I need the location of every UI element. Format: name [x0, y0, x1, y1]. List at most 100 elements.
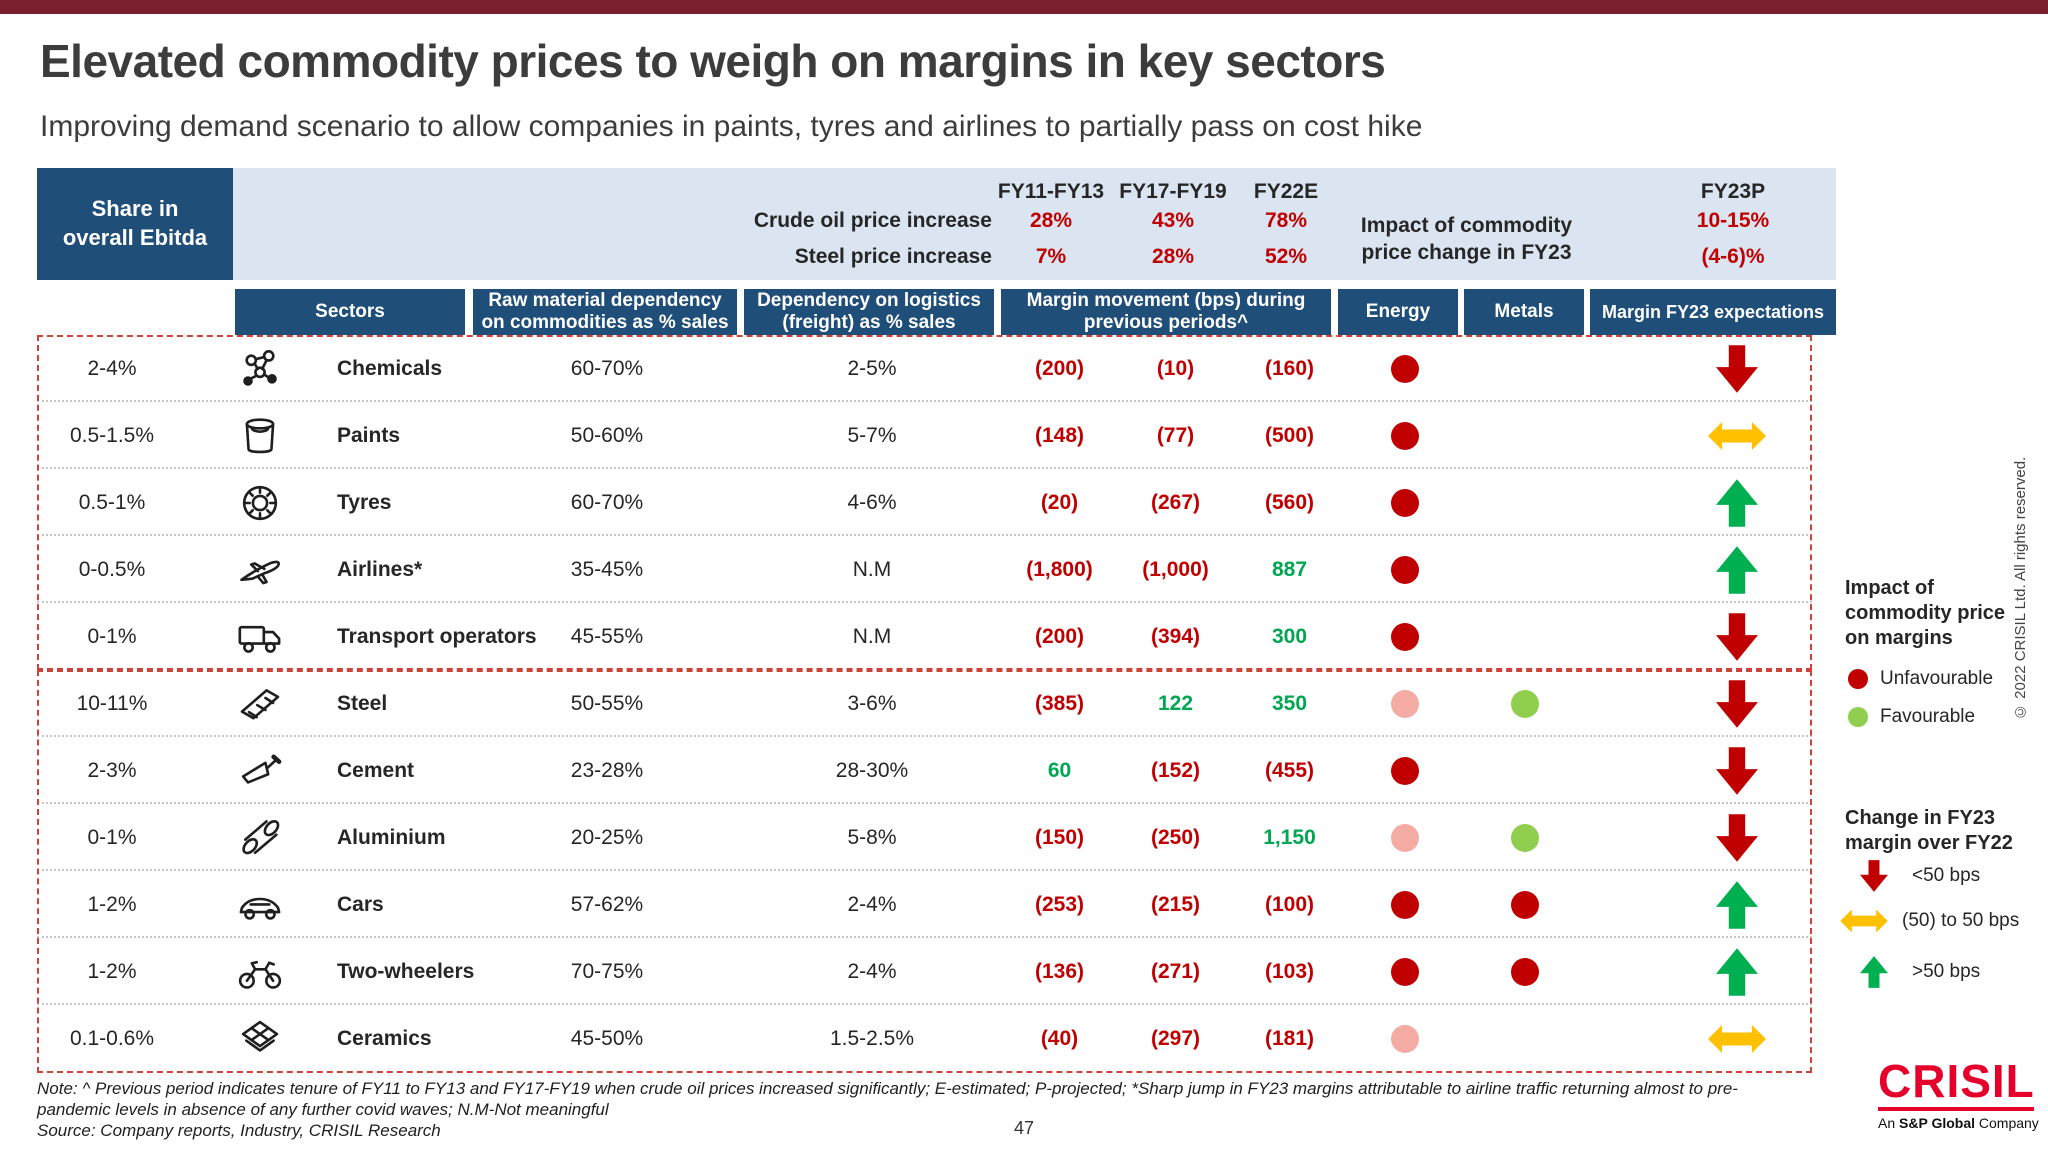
raw-material-dependency-value: 35-45% [570, 557, 644, 581]
margin-fy11-fy13-value: (200) [1034, 624, 1085, 648]
margin-fy17-fy19-value: (1,000) [1142, 557, 1209, 581]
energy-impact-cell [1357, 536, 1452, 603]
margin-fy17-fy19-value: (297) [1150, 1026, 1201, 1050]
column-header-energy: Energy [1338, 289, 1458, 335]
down-arrow-icon [1848, 860, 1900, 892]
crude-oil-fy23p-value: 10-15% [1696, 209, 1770, 232]
energy-impact-cell [1357, 402, 1452, 469]
outlook-down-arrow-icon [1667, 737, 1807, 804]
energy-impact-cell [1357, 871, 1452, 938]
margin-fy11-fy13-value: (150) [1034, 825, 1085, 849]
energy-impact-cell [1357, 335, 1452, 402]
favourable-dot-icon [1848, 707, 1868, 727]
share-ebitda-value: 1-2% [87, 892, 137, 916]
crude-oil-row-label: Crude oil price increase [753, 209, 992, 232]
outlook-down-arrow-icon [1667, 335, 1807, 402]
unfavourable-dot-icon [1390, 890, 1419, 919]
logistics-dependency-value: N.M [852, 624, 892, 648]
column-header-metals: Metals [1464, 289, 1584, 335]
margin-fy11-fy13-value: (1,800) [1026, 557, 1093, 581]
page-title: Elevated commodity prices to weigh on ma… [40, 35, 1386, 87]
unfavourable-dot-icon [1390, 957, 1419, 986]
crude-oil-fy22e-value: 78% [1264, 209, 1308, 232]
outlook-neutral-arrow-icon [1667, 402, 1807, 469]
margin-fy22e-value: (181) [1264, 1026, 1315, 1050]
favourable-dot-icon [1510, 689, 1539, 718]
share-ebitda-value: 0.1-0.6% [69, 1026, 155, 1050]
margin-fy17-fy19-value: (215) [1150, 892, 1201, 916]
margin-fy11-fy13-value: (20) [1040, 490, 1079, 514]
unfavourable-dot-icon [1390, 421, 1419, 450]
tagline-prefix: An [1878, 1115, 1900, 1131]
metals-impact-cell [1477, 737, 1572, 804]
energy-impact-cell [1357, 938, 1452, 1005]
crisil-logo-rule [1878, 1107, 2034, 1111]
column-header-margin-fy23: Margin FY23 expectations [1590, 289, 1836, 335]
crisil-logo-text: CRISIL [1878, 1055, 2035, 1107]
raw-material-dependency-value: 45-55% [570, 624, 644, 648]
outlook-down-arrow-icon [1667, 670, 1807, 737]
steel-icon [205, 670, 315, 737]
steel-price-fy17-value: 28% [1151, 245, 1195, 268]
top-accent-bar [0, 0, 2048, 14]
table-row: 0-1% Aluminium 20-25% 5-8% (150) (250) 1… [37, 804, 1812, 871]
share-ebitda-value: 0-1% [87, 624, 137, 648]
metals-impact-cell [1477, 402, 1572, 469]
logistics-dependency-value: 5-8% [847, 825, 897, 849]
raw-material-dependency-value: 20-25% [570, 825, 644, 849]
share-in-ebitda-header: Share in overall Ebitda [37, 168, 233, 280]
margin-fy17-fy19-value: (394) [1150, 624, 1201, 648]
logistics-dependency-value: 5-7% [847, 423, 897, 447]
legend-label-lt50bps: <50 bps [1912, 865, 1981, 886]
steel-price-fy22e-value: 52% [1264, 245, 1308, 268]
share-ebitda-value: 0-1% [87, 825, 137, 849]
up-arrow-icon [1848, 956, 1900, 988]
raw-material-dependency-value: 45-50% [570, 1026, 644, 1050]
unfavourable-dot-icon [1510, 890, 1539, 919]
energy-impact-cell [1357, 603, 1452, 670]
sector-name: Cars [337, 892, 384, 916]
margin-fy11-fy13-value: (148) [1034, 423, 1085, 447]
change-legend-title: Change in FY23 margin over FY22 [1845, 807, 2013, 854]
paints-icon [205, 402, 315, 469]
logistics-dependency-value: 2-5% [847, 356, 897, 380]
double-arrow-icon [1838, 908, 1890, 934]
logistics-dependency-value: 2-4% [847, 892, 897, 916]
outlook-up-arrow-icon [1667, 469, 1807, 536]
tagline-brand: S&P Global [1899, 1115, 1975, 1131]
outlook-up-arrow-icon [1667, 536, 1807, 603]
metals-impact-cell [1477, 335, 1572, 402]
raw-material-dependency-value: 23-28% [570, 758, 644, 782]
impact-of-commodity-price-label: Impact of commodity price change in FY23 [1360, 214, 1573, 265]
energy-impact-cell [1357, 670, 1452, 737]
metals-impact-cell [1477, 603, 1572, 670]
mild-dot-icon [1390, 823, 1419, 852]
sector-name: Paints [337, 423, 401, 447]
column-header-logistics: Dependency on logistics (freight) as % s… [744, 289, 994, 335]
table-row: 2-3% Cement 23-28% 28-30% 60 (152) (455) [37, 737, 1812, 804]
page-subtitle: Improving demand scenario to allow compa… [40, 110, 1423, 143]
logistics-dependency-value: 28-30% [835, 758, 909, 782]
metals-impact-cell [1477, 804, 1572, 871]
period-label-fy11-fy13: FY11-FY13 [997, 180, 1105, 203]
margin-fy11-fy13-value: (385) [1034, 691, 1085, 715]
mild-dot-icon [1390, 1024, 1419, 1053]
margin-fy11-fy13-value: (136) [1034, 959, 1085, 983]
logistics-dependency-value: 1.5-2.5% [829, 1026, 915, 1050]
unfavourable-dot-icon [1390, 756, 1419, 785]
sector-table: 2-4% Chemicals 60-70% 2-5% (200) (10) (1… [37, 335, 1812, 1072]
share-ebitda-value: 2-3% [87, 758, 137, 782]
sector-name: Two-wheelers [337, 959, 475, 983]
sector-name: Steel [337, 691, 388, 715]
table-row: 1-2% Two-wheelers 70-75% 2-4% (136) (271… [37, 938, 1812, 1005]
price-header-band: FY11-FY13 FY17-FY19 FY22E FY23P Crude oi… [37, 168, 1836, 280]
legend-item-gt50bps: >50 bps [1848, 956, 1980, 988]
metals-impact-cell [1477, 536, 1572, 603]
outlook-down-arrow-icon [1667, 804, 1807, 871]
outlook-up-arrow-icon [1667, 938, 1807, 1005]
legend-item-lt50bps: <50 bps [1848, 860, 1980, 892]
margin-fy17-fy19-value: (10) [1156, 356, 1195, 380]
steel-price-fy11-value: 7% [1035, 245, 1067, 268]
unfavourable-dot-icon [1848, 669, 1868, 689]
outlook-up-arrow-icon [1667, 871, 1807, 938]
